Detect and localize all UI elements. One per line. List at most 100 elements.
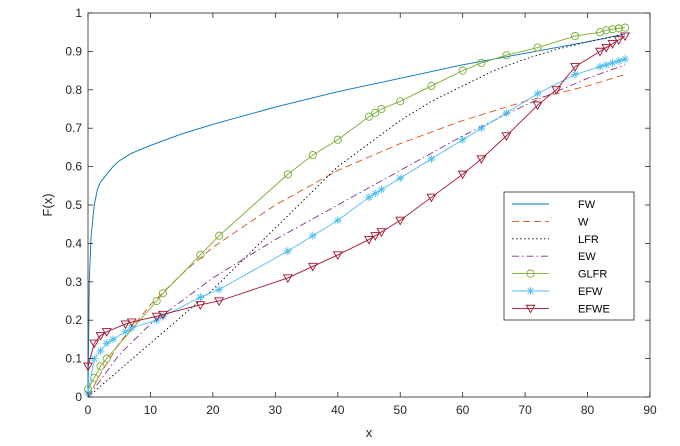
data-point-glfr <box>152 296 161 306</box>
data-point-efw <box>283 247 292 256</box>
data-point-efwe <box>501 132 512 141</box>
data-point-efw <box>602 60 611 69</box>
legend-item-lfr: LFR <box>512 234 599 246</box>
data-point-efwe <box>570 63 581 72</box>
data-point-efw <box>502 108 511 117</box>
data-point-efwe <box>101 328 112 337</box>
data-point-efwe <box>376 228 387 237</box>
x-tick-label: 70 <box>518 403 532 417</box>
legend-box <box>503 191 635 321</box>
data-point-glfr <box>602 26 611 35</box>
data-point-efwe <box>620 32 630 42</box>
data-point-glfr <box>333 135 342 144</box>
data-point-efw <box>377 185 386 194</box>
x-tick-label: 0 <box>85 403 92 417</box>
y-tick-label: 0.3 <box>65 275 82 289</box>
legend-label: W <box>578 216 589 228</box>
data-point-efw <box>215 285 224 294</box>
data-point-glfr <box>308 151 317 160</box>
legend-item-efw: EFW <box>512 286 603 298</box>
legend: FW W LFR EW GLFR EFW EFWE <box>503 191 635 321</box>
data-point-efwe <box>307 262 318 272</box>
legend-item-fw: FW <box>512 199 596 211</box>
legend-marker <box>526 269 535 278</box>
legend-item-glfr: GLFR <box>512 269 607 281</box>
data-point-glfr <box>571 31 580 41</box>
data-point-glfr <box>364 112 374 121</box>
series-lfr <box>87 33 626 398</box>
x-axis-label: x <box>366 425 373 440</box>
series-line-fw <box>87 33 626 398</box>
data-point-efw <box>90 354 99 363</box>
data-point-efw <box>308 231 317 240</box>
data-point-efwe <box>195 301 206 310</box>
data-point-efw <box>127 323 136 332</box>
series-line-ew <box>87 64 626 398</box>
data-point-efw <box>102 339 111 348</box>
data-point-efw <box>571 70 580 79</box>
data-point-efw <box>458 135 467 144</box>
data-point-efw <box>371 189 380 198</box>
data-point-efw <box>596 62 605 71</box>
data-point-glfr <box>96 362 105 371</box>
data-point-efwe <box>457 170 468 180</box>
x-tick-label: 20 <box>206 403 220 417</box>
data-point-glfr <box>215 231 224 240</box>
data-point-efwe <box>532 101 543 111</box>
data-point-efw <box>396 174 405 183</box>
data-point-glfr <box>196 250 205 259</box>
y-tick-label: 0.8 <box>65 83 82 97</box>
data-point-efwe <box>214 297 225 307</box>
data-point-glfr <box>477 58 486 67</box>
data-point-efwe <box>476 155 487 165</box>
series-ew <box>87 64 626 398</box>
data-point-efwe <box>551 86 562 95</box>
data-point-efwe <box>151 312 162 322</box>
data-point-efwe <box>126 318 137 328</box>
data-point-glfr <box>620 23 630 32</box>
y-tick-label: 0.4 <box>65 236 82 250</box>
data-point-efw <box>96 346 105 355</box>
data-point-efwe <box>332 251 343 261</box>
data-point-glfr <box>158 289 167 298</box>
y-tick-label: 0.1 <box>65 352 82 366</box>
series-fw <box>87 33 626 398</box>
data-point-efw <box>533 89 542 98</box>
data-point-glfr <box>533 43 542 52</box>
y-axis-label: F(x) <box>40 193 55 216</box>
y-tick-label: 0.6 <box>65 160 82 174</box>
series-glfr <box>83 23 630 394</box>
data-point-glfr <box>458 66 467 75</box>
legend-label: EW <box>578 251 596 263</box>
series-efwe <box>83 32 630 372</box>
data-point-efwe <box>370 232 381 241</box>
data-point-glfr <box>427 81 436 91</box>
data-point-efwe <box>601 43 612 53</box>
legend-marker <box>525 304 536 314</box>
legend-item-efwe: EFWE <box>512 303 610 315</box>
data-point-efwe <box>282 274 293 284</box>
y-tick-label: 0.2 <box>65 313 82 327</box>
y-tick-label: 0 <box>75 390 82 404</box>
data-point-glfr <box>396 97 405 106</box>
y-tick-label: 0.9 <box>65 44 82 58</box>
data-point-efwe <box>89 339 100 349</box>
data-point-efw <box>365 193 373 202</box>
legend-label: LFR <box>578 234 599 246</box>
data-point-efw <box>614 57 623 65</box>
x-tick-label: 90 <box>643 403 657 417</box>
data-point-efwe <box>595 47 606 57</box>
data-point-glfr <box>614 24 623 33</box>
series-line-lfr <box>87 33 626 398</box>
x-tick-label: 60 <box>456 403 470 417</box>
data-point-efw <box>158 312 167 321</box>
legend-label: EFWE <box>578 303 610 315</box>
data-point-efwe <box>120 320 131 330</box>
data-point-glfr <box>608 25 617 34</box>
data-point-efwe <box>95 331 106 341</box>
axis-layer: 0 10 20 30 40 50 60 70 80 90 0 0.1 0.2 0.3 0.4 0.5 0.6 0.… <box>65 6 657 417</box>
data-point-efw <box>608 58 617 67</box>
data-point-efw <box>477 124 486 133</box>
data-point-efwe <box>364 235 374 245</box>
data-point-efw <box>121 327 130 336</box>
